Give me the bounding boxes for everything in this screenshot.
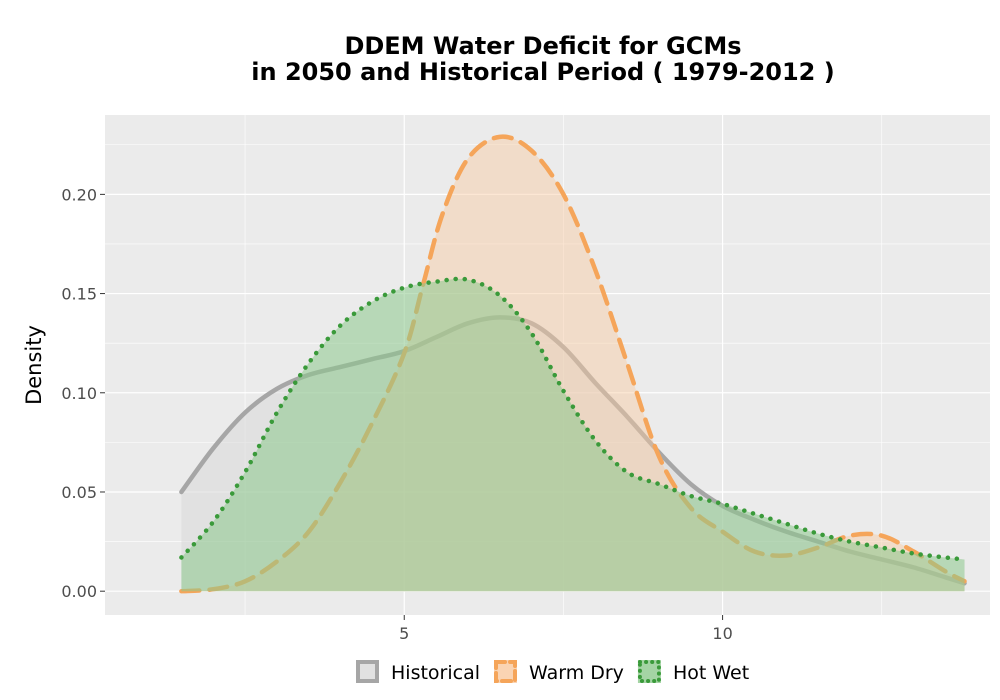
chart-title-line-1: DDEM Water Deficit for GCMs bbox=[344, 32, 741, 60]
y-tick-label: 0.05 bbox=[61, 483, 97, 502]
legend-key-fill bbox=[356, 660, 379, 683]
legend-key-hot-wet bbox=[637, 660, 661, 683]
y-tick-label: 0.20 bbox=[61, 185, 97, 204]
y-tick-label: 0.10 bbox=[61, 384, 97, 403]
legend-label-historical: Historical bbox=[391, 662, 480, 684]
legend-key-warm-dry bbox=[494, 660, 517, 683]
y-tick-label: 0.00 bbox=[61, 582, 97, 601]
legend-item-historical: Historical bbox=[356, 660, 480, 684]
x-tick-label: 10 bbox=[712, 624, 732, 643]
legend-label-warm-dry: Warm Dry bbox=[529, 662, 624, 684]
density-series bbox=[179, 134, 967, 594]
legend-key-historical bbox=[356, 660, 379, 683]
legend: Historical Warm Dry Hot Wet bbox=[356, 660, 749, 684]
y-tick-label: 0.15 bbox=[61, 285, 97, 304]
axes: 0.00 0.05 0.10 0.15 0.20 5 10 bbox=[61, 185, 732, 643]
legend-key-fill bbox=[637, 660, 661, 683]
legend-key-fill bbox=[494, 660, 517, 683]
chart-title-line-2: in 2050 and Historical Period ( 1979-201… bbox=[251, 58, 834, 86]
legend-item-warm-dry: Warm Dry bbox=[494, 660, 624, 684]
series-area-hot-wet bbox=[181, 278, 965, 592]
y-axis-title: Density bbox=[22, 325, 46, 405]
legend-item-hot-wet: Hot Wet bbox=[637, 660, 749, 684]
x-tick-label: 5 bbox=[399, 624, 409, 643]
legend-label-hot-wet: Hot Wet bbox=[673, 662, 749, 684]
